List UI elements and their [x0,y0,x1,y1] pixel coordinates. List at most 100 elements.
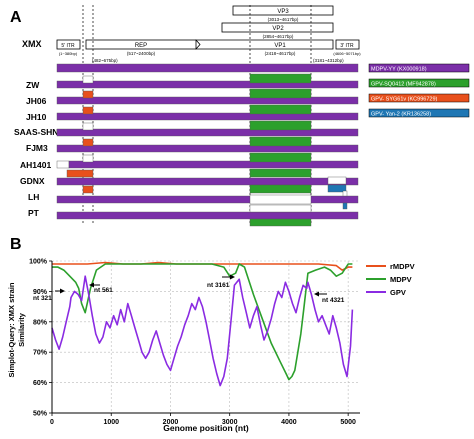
vp1-range: (2418~4617bp) [265,51,296,56]
legend-label: GPV- Yan-2 (KR136258) [371,112,431,118]
vp1-box [195,39,334,50]
itr3-range: (4606~5071bp) [333,51,361,56]
legend-item: MDPV-YY (KX000918) [368,63,470,73]
region-segment [82,185,94,194]
strain-label: LH [28,192,39,202]
region-segment [82,138,94,147]
strain-bar [56,195,359,204]
legend-label: GPV- SYG61v (KC996729) [371,97,438,103]
x-tick-label: 5000 [340,419,356,426]
annotation-nt561: nt 561 [94,287,113,294]
y-tick-label: 90% [33,289,48,296]
arrowhead [89,282,94,288]
legend-label: GPV [390,288,406,297]
y-tick-label: 100% [29,259,48,266]
rep-box [85,39,197,50]
x-tick-label: 4000 [281,419,297,426]
x-tick-label: 3000 [222,419,238,426]
strain-bar [56,211,359,220]
vp3-range: (3013~4617bp) [268,17,299,22]
x-tick-label: 0 [50,419,54,426]
strain-label: JH06 [26,96,47,106]
region-segment [249,152,312,163]
strain-bars [56,63,359,227]
region-segment [66,169,94,178]
arrowhead [230,274,235,280]
breakpoint-lines [82,5,312,225]
y-tick-label: 50% [33,411,48,418]
strain-bar [68,160,359,169]
region-segment [249,204,312,213]
legend-item: GPV- Yan-2 (KR136258) [368,108,470,118]
panel-a-label: A [10,9,22,26]
similarity-plot: 0 1000 2000 3000 4000 5000 50% 60% 70% 80% 90% 100%… [29,259,415,427]
panel-b-label: B [10,236,22,253]
itr5-label: 5' ITR [61,43,75,49]
series-line-gpv [51,275,354,387]
vp3-label: VP3 [277,9,289,15]
y-tick-label: 80% [33,319,48,326]
strain-bar [56,63,359,73]
region-segment [82,90,94,99]
strain-label: FJM3 [26,143,48,153]
legend-label: GPV-SQ0412 (MF942878) [371,82,436,88]
region-segment [249,88,312,99]
strain-legend: MDPV-YY (KX000918) GPV-SQ0412 (MF942878)… [368,63,470,118]
vp2-box: VP2 (2854~4617bp) [221,22,334,39]
vp3-box: VP3 (3013~4617bp) [232,5,334,22]
region-segment [249,104,312,115]
strain-label: JH10 [26,112,47,122]
annotations: nt 321 nt 561 nt 3161 nt 4321 [33,274,345,304]
region-segment [56,160,70,169]
arrowhead [314,291,319,297]
vp2-range: (2854~4617bp) [263,34,294,39]
strain-label: ZW [26,80,40,90]
region-segment [82,122,94,131]
legend-label: MDPV [390,275,412,284]
region-segment [249,136,312,147]
x-tick-label: 2000 [163,419,179,426]
region-segment [249,218,312,227]
legend-item: GPV- SYG61v (KC996729) [368,93,470,103]
region-segment [82,106,94,115]
series-line-mdpv [52,263,353,381]
strain-bar [56,144,359,153]
strain-label: GDNX [20,176,45,186]
itr3-box [335,39,360,50]
region-segment [249,73,312,84]
itr5-range: (1~380bp) [59,51,78,56]
region-segment [249,184,312,194]
vp2-label: VP2 [272,26,284,32]
region-segment [342,202,348,210]
reference-strain-label: XMX [22,39,42,49]
rep-label: REP [135,43,147,49]
strain-label: PT [28,208,40,218]
y-axis-title-line2: Similarity [17,312,26,347]
region-segment [342,190,348,197]
genome-map: 5' ITR (1~380bp) REP (517~2400bp) VP1 (2… [56,39,361,63]
region-segment [249,120,312,131]
strain-label: SAAS-SHNH [14,127,65,137]
region-segment [82,75,94,84]
vp1-label: VP1 [274,43,286,49]
legend-label: MDPV-YY (KX000918) [371,67,427,73]
region-segment [249,168,312,178]
recomb-pos-a: (482~675bp) [92,58,118,63]
strain-bar [56,112,359,121]
series-line-rmdpv [52,261,353,271]
arrowhead [60,288,65,294]
annotation-nt4321: nt 4321 [322,297,345,304]
strain-bar [56,96,359,105]
strain-label: AH1401 [20,160,51,170]
strain-bar [56,177,359,186]
legend-label: rMDPV [390,262,415,271]
y-tick-label: 70% [33,350,48,357]
rep-range: (517~2400bp) [127,51,156,56]
y-tick-label: 60% [33,380,48,387]
region-segment [249,194,312,205]
strain-bar [56,128,359,137]
y-axis-title-line1: Simplot-Query: XMX strain [7,282,16,377]
x-tick-label: 1000 [103,419,119,426]
x-axis-title: Genome position (nt) [163,423,249,433]
